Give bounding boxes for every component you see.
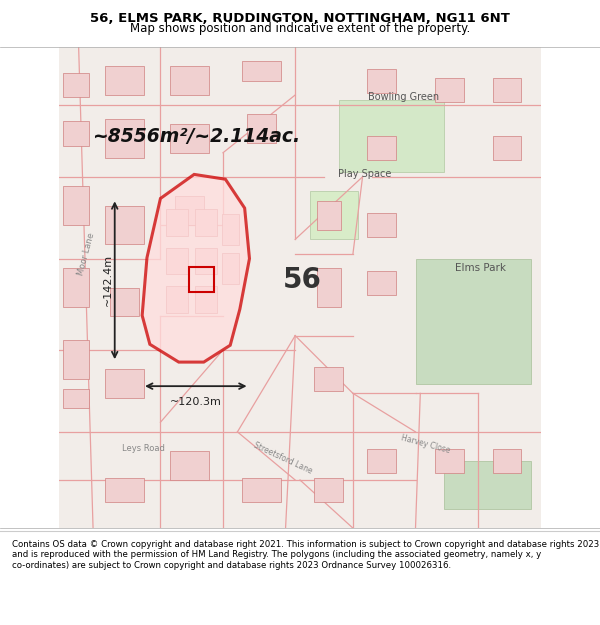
Bar xyxy=(493,136,521,160)
Bar xyxy=(63,341,89,379)
Bar xyxy=(63,268,89,307)
Bar xyxy=(242,61,281,81)
Bar xyxy=(105,369,143,398)
Text: 56: 56 xyxy=(283,266,322,294)
Bar xyxy=(222,214,239,246)
Bar xyxy=(166,209,188,236)
Bar xyxy=(170,451,209,480)
Text: Leys Road: Leys Road xyxy=(122,444,165,453)
Bar xyxy=(493,78,521,102)
Text: Harvey Close: Harvey Close xyxy=(400,433,451,455)
Bar xyxy=(435,449,464,472)
Bar xyxy=(435,78,464,102)
Bar xyxy=(105,478,143,502)
Text: Elms Park: Elms Park xyxy=(455,263,506,273)
Bar xyxy=(105,119,143,158)
Bar xyxy=(317,268,341,307)
Bar xyxy=(175,196,204,225)
Bar xyxy=(317,201,341,230)
Bar xyxy=(314,367,343,391)
Bar xyxy=(170,124,209,152)
Bar xyxy=(338,100,445,172)
Text: Contains OS data © Crown copyright and database right 2021. This information is : Contains OS data © Crown copyright and d… xyxy=(12,540,599,569)
Bar xyxy=(63,186,89,225)
Bar xyxy=(367,136,396,160)
Bar xyxy=(367,449,396,472)
Text: ~120.3m: ~120.3m xyxy=(170,397,222,407)
Bar xyxy=(367,271,396,295)
Bar xyxy=(314,478,343,502)
Bar xyxy=(415,259,531,384)
Bar xyxy=(166,286,188,312)
Bar xyxy=(63,73,89,98)
Bar xyxy=(196,286,217,312)
Bar xyxy=(63,389,89,408)
Bar xyxy=(310,191,358,239)
Bar xyxy=(170,66,209,95)
Bar xyxy=(105,66,143,95)
Bar xyxy=(105,206,143,244)
Text: Moor Lane: Moor Lane xyxy=(76,231,96,276)
Text: Streetsford Lane: Streetsford Lane xyxy=(253,441,314,476)
Polygon shape xyxy=(142,174,250,362)
Bar xyxy=(166,248,188,274)
Bar xyxy=(367,69,396,92)
Bar xyxy=(110,288,139,316)
Text: ~142.4m: ~142.4m xyxy=(103,254,113,306)
Text: ~8556m²/~2.114ac.: ~8556m²/~2.114ac. xyxy=(92,126,301,146)
Bar xyxy=(247,114,276,143)
Bar xyxy=(196,248,217,274)
Bar xyxy=(367,213,396,237)
Bar xyxy=(196,209,217,236)
Text: Map shows position and indicative extent of the property.: Map shows position and indicative extent… xyxy=(130,22,470,35)
Text: Bowling Green: Bowling Green xyxy=(368,92,439,103)
Bar xyxy=(222,253,239,284)
Bar xyxy=(63,121,89,146)
Text: 56, ELMS PARK, RUDDINGTON, NOTTINGHAM, NG11 6NT: 56, ELMS PARK, RUDDINGTON, NOTTINGHAM, N… xyxy=(90,12,510,25)
Bar xyxy=(445,461,531,509)
Text: Play Space: Play Space xyxy=(338,169,392,179)
Bar xyxy=(493,449,521,472)
Bar xyxy=(190,268,214,292)
Bar xyxy=(242,478,281,502)
